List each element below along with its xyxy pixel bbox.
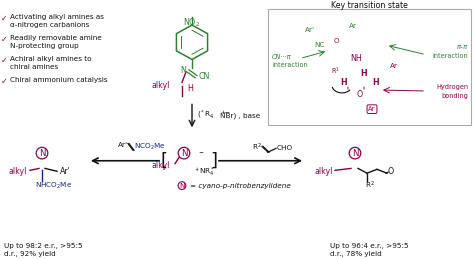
Text: alkyl: alkyl — [315, 167, 333, 176]
Text: N: N — [39, 149, 45, 158]
Text: CN···π: CN···π — [272, 54, 292, 60]
Text: bonding: bonding — [441, 93, 468, 99]
Text: R$^2$: R$^2$ — [252, 142, 262, 153]
Text: Ar: Ar — [390, 63, 398, 69]
Text: Readily removable amine: Readily removable amine — [10, 35, 102, 41]
Text: H: H — [341, 78, 347, 87]
Text: ✓: ✓ — [1, 77, 8, 86]
Text: Ar: Ar — [368, 106, 375, 112]
Text: Hydrogen: Hydrogen — [436, 84, 468, 90]
Text: [: [ — [161, 152, 167, 170]
Text: alkyl: alkyl — [152, 161, 170, 170]
Text: Achiral alkyl amines to: Achiral alkyl amines to — [10, 56, 91, 62]
Text: NC: NC — [315, 42, 325, 48]
Text: = cyano-p-nitrobenzylidene: = cyano-p-nitrobenzylidene — [190, 183, 291, 189]
FancyBboxPatch shape — [268, 9, 471, 125]
Text: alkyl: alkyl — [152, 81, 170, 90]
Text: H: H — [361, 69, 367, 78]
Text: NO$_2$: NO$_2$ — [183, 16, 201, 29]
Text: N-protecting group: N-protecting group — [10, 43, 79, 49]
Text: N: N — [179, 183, 185, 189]
Text: ]: ] — [210, 152, 218, 170]
Text: N: N — [180, 66, 186, 75]
Text: N: N — [181, 149, 187, 158]
Text: interaction: interaction — [432, 53, 468, 59]
Text: ✓: ✓ — [1, 56, 8, 65]
Text: chiral amines: chiral amines — [10, 64, 58, 70]
Text: $^+$NR$_4^*$: $^+$NR$_4^*$ — [193, 166, 215, 179]
Text: O: O — [388, 167, 394, 176]
Text: O: O — [357, 90, 363, 99]
Text: Ar': Ar' — [118, 141, 128, 148]
Text: ✓: ✓ — [1, 35, 8, 44]
Text: Up to 96:4 e.r., >95:5
d.r., 78% yield: Up to 96:4 e.r., >95:5 d.r., 78% yield — [330, 243, 409, 257]
Text: H: H — [187, 84, 193, 93]
Text: interaction: interaction — [272, 62, 308, 68]
Text: CN: CN — [199, 72, 210, 81]
Text: alkyl: alkyl — [9, 167, 27, 176]
Text: Ar': Ar' — [60, 167, 71, 176]
Text: α-nitrogen carbanions: α-nitrogen carbanions — [10, 22, 90, 28]
Text: +−: +− — [220, 110, 230, 114]
Text: Key transition state: Key transition state — [331, 1, 408, 10]
Text: CHO: CHO — [277, 145, 293, 151]
Text: NHCO$_2$Me: NHCO$_2$Me — [35, 181, 72, 191]
Text: R$^1$: R$^1$ — [330, 65, 339, 77]
Text: O: O — [333, 38, 339, 44]
Text: Activating alkyl amines as: Activating alkyl amines as — [10, 13, 104, 20]
Text: $^-$: $^-$ — [197, 149, 205, 158]
Text: N: N — [352, 149, 358, 158]
Text: Ar': Ar' — [305, 27, 315, 33]
Text: Chiral ammonium catalysis: Chiral ammonium catalysis — [10, 77, 108, 83]
Text: ($^*$R$_4$: ($^*$R$_4$ — [197, 109, 215, 121]
Text: π–π: π–π — [457, 44, 468, 50]
Text: Ar: Ar — [349, 23, 357, 29]
Text: NCO$_2$Me: NCO$_2$Me — [134, 142, 166, 153]
Text: ✓: ✓ — [1, 13, 8, 23]
Text: Up to 98:2 e.r., >95:5
d.r., 92% yield: Up to 98:2 e.r., >95:5 d.r., 92% yield — [4, 243, 82, 257]
Text: R$^2$: R$^2$ — [365, 180, 375, 191]
Text: NH: NH — [350, 54, 362, 63]
Text: NBr) , base: NBr) , base — [220, 113, 260, 119]
Text: H: H — [373, 78, 379, 87]
